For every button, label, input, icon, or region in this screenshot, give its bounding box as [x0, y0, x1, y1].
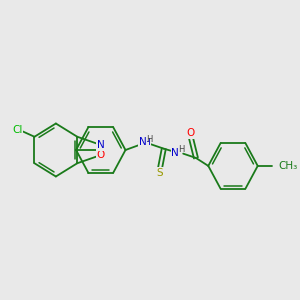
Text: N: N	[171, 148, 179, 158]
Text: Cl: Cl	[12, 125, 22, 135]
Text: O: O	[186, 128, 195, 138]
Text: S: S	[157, 167, 164, 178]
Text: H: H	[146, 135, 152, 144]
Text: N: N	[139, 137, 147, 147]
Text: H: H	[178, 145, 184, 154]
Text: N: N	[97, 140, 105, 150]
Text: CH₃: CH₃	[278, 161, 297, 171]
Text: O: O	[97, 150, 105, 160]
Text: H: H	[143, 137, 150, 146]
